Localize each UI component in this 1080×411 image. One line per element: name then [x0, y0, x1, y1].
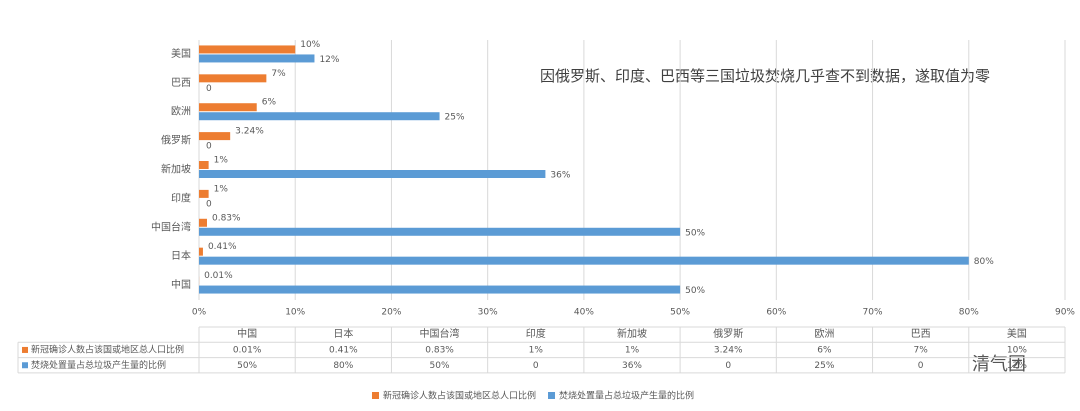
y-tick-label: 中国台湾: [151, 220, 191, 233]
value-label: 80%: [974, 257, 994, 267]
x-tick-label: 0%: [192, 308, 207, 318]
y-tick-label: 美国: [171, 47, 191, 60]
x-tick-label: 90%: [1055, 308, 1075, 318]
value-label: 7%: [271, 69, 286, 79]
x-tick-label: 80%: [959, 308, 979, 318]
table-header: 中国: [237, 327, 257, 340]
x-tick-label: 20%: [381, 308, 401, 318]
table-cell: 0: [725, 361, 731, 371]
value-label: 0: [206, 199, 212, 209]
table-header: 日本: [333, 327, 353, 340]
legend-key: [372, 392, 379, 399]
value-label: 0.01%: [204, 271, 233, 281]
value-label: 0: [206, 84, 212, 94]
table-cell: 6%: [817, 345, 832, 355]
table-cell: 0.41%: [329, 345, 358, 355]
y-tick-label: 中国: [171, 278, 191, 291]
bar: [199, 227, 681, 236]
x-tick-label: 30%: [478, 308, 498, 318]
value-label: 1%: [214, 184, 229, 194]
bar: [199, 132, 231, 141]
bar: [199, 247, 203, 256]
table-header: 俄罗斯: [713, 327, 743, 340]
table-legend-key: [22, 362, 28, 369]
annotation: 因俄罗斯、印度、巴西等三国垃圾焚烧几乎查不到数据，遂取值为零: [540, 67, 990, 85]
table-row-head: 焚烧处置量占总垃圾产生量的比例: [31, 359, 166, 371]
value-label: 1%: [214, 156, 229, 166]
table-cell: 50%: [430, 361, 450, 371]
bar: [199, 218, 207, 227]
y-tick-label: 欧洲: [171, 106, 191, 118]
legend-label: 新冠确诊人数占该国或地区总人口比例: [383, 390, 536, 402]
y-tick-label: 新加坡: [161, 163, 191, 176]
bar: [199, 45, 296, 54]
table-cell: 0.01%: [233, 345, 262, 355]
table-cell: 1%: [529, 345, 544, 355]
table-cell: 25%: [814, 361, 834, 371]
x-tick-label: 10%: [285, 308, 305, 318]
value-label: 3.24%: [235, 127, 264, 137]
bar: [199, 54, 315, 63]
bar: [199, 74, 267, 83]
value-label: 0.41%: [208, 242, 237, 252]
table-cell: 12%: [1007, 361, 1027, 371]
value-label: 6%: [262, 98, 277, 108]
table-header: 中国台湾: [420, 327, 460, 340]
y-tick-label: 巴西: [171, 77, 191, 89]
bar: [199, 103, 257, 112]
x-tick-label: 70%: [863, 308, 883, 318]
value-label: 12%: [319, 55, 339, 65]
x-tick-label: 60%: [766, 308, 786, 318]
value-label: 25%: [445, 113, 465, 123]
table-cell: 1%: [625, 345, 640, 355]
table-cell: 0: [533, 361, 539, 371]
value-label: 36%: [550, 171, 570, 181]
bar: [199, 189, 209, 198]
table-row-head: 新冠确诊人数占该国或地区总人口比例: [31, 343, 184, 355]
table-cell: 80%: [333, 361, 353, 371]
value-label: 0.83%: [212, 213, 241, 223]
watermark: 清气团: [972, 354, 1026, 375]
value-label: 0: [206, 142, 212, 152]
table-cell: 10%: [1007, 345, 1027, 355]
table-header: 美国: [1007, 327, 1027, 340]
table-cell: 0: [918, 361, 924, 371]
table-cell: 7%: [914, 345, 929, 355]
table-cell: 3.24%: [714, 345, 743, 355]
table-legend-key: [22, 346, 28, 353]
bar: [199, 170, 546, 178]
y-tick-label: 印度: [171, 191, 191, 204]
table-cell: 36%: [622, 361, 642, 371]
bar: [199, 112, 440, 121]
legend-key: [548, 392, 556, 399]
y-tick-label: 俄罗斯: [161, 134, 191, 147]
x-tick-label: 50%: [670, 308, 690, 318]
value-label: 50%: [685, 228, 705, 238]
legend-label: 焚烧处置量占总垃圾产生量的比例: [559, 390, 694, 402]
table-cell: 0.83%: [425, 345, 454, 355]
x-tick-label: 40%: [574, 308, 594, 318]
table-cell: 50%: [237, 361, 257, 371]
table-header: 新加坡: [617, 327, 647, 340]
bar: [199, 161, 209, 169]
y-tick-label: 日本: [171, 249, 191, 262]
bar: [199, 256, 969, 265]
value-label: 50%: [685, 286, 705, 296]
table-header: 印度: [526, 327, 546, 340]
value-label: 10%: [300, 40, 320, 50]
bar: [199, 285, 681, 294]
table-header: 欧洲: [814, 328, 834, 340]
table-header: 巴西: [911, 328, 931, 340]
